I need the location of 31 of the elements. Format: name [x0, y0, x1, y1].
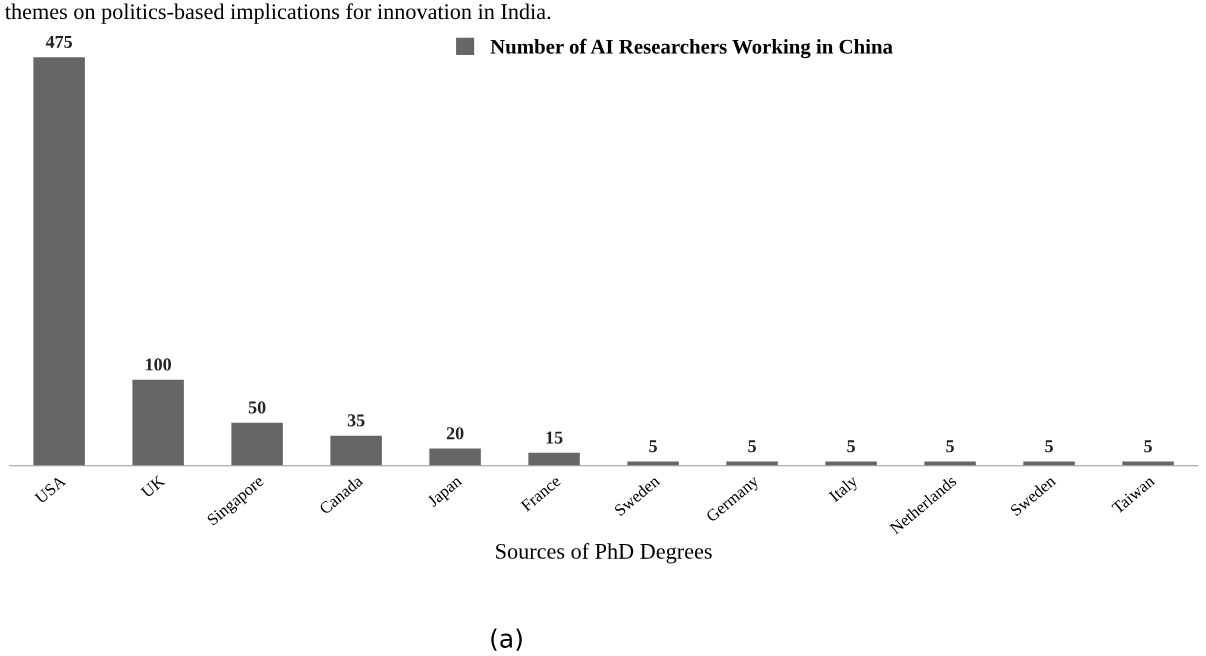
bar [1122, 461, 1174, 466]
data-label: 475 [45, 35, 73, 48]
text: (a) [491, 628, 522, 651]
text: themes on politics-based implications for innovation in India. [5, 3, 551, 24]
x-tick-label: UK [140, 474, 166, 499]
bar [33, 57, 85, 466]
data-label: 5 [1144, 440, 1152, 453]
data-label: 5 [1045, 440, 1053, 453]
bar [330, 435, 382, 466]
legend-label: Number of AI Researchers Working in China [490, 38, 893, 59]
data-label: 100 [146, 358, 171, 371]
bar [627, 461, 679, 466]
data-label: 50 [248, 401, 266, 414]
data-label: 20 [446, 427, 464, 440]
x-axis-title: Sources of PhD Degrees [496, 542, 712, 564]
data-label: 5 [847, 440, 855, 453]
bar [132, 379, 184, 466]
data-label: 5 [748, 440, 756, 453]
bar [726, 461, 778, 466]
bar [528, 452, 580, 466]
data-label: 5 [649, 440, 657, 453]
bar [231, 422, 283, 466]
bar [825, 461, 877, 466]
bar [429, 448, 481, 466]
bar [924, 461, 976, 466]
x-tick-label: Italy [828, 474, 861, 505]
data-label: 5 [946, 440, 954, 453]
x-tick-label: USA [34, 474, 67, 505]
data-label: 35 [347, 414, 365, 427]
data-label: 15 [546, 431, 563, 444]
bar [1023, 461, 1075, 466]
